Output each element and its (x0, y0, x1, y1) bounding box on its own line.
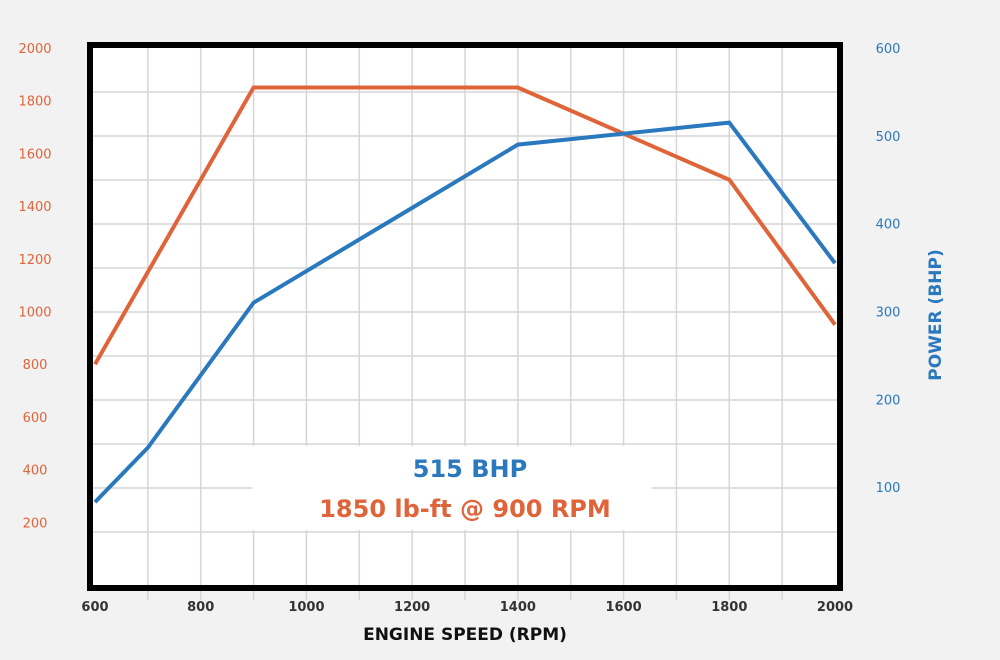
right-y-tick-label: 500 (876, 130, 901, 145)
left-y-tick-label: 1400 (18, 200, 51, 215)
x-tick-label: 1000 (288, 600, 324, 615)
x-tick-label: 2000 (817, 600, 853, 615)
x-tick-label: 1600 (605, 600, 641, 615)
right-y-tick-label: 100 (876, 481, 901, 496)
annotation-torque: 1850 lb-ft @ 900 RPM (319, 495, 611, 523)
left-y-tick-label: 2000 (18, 42, 51, 57)
annotation-box (252, 446, 652, 530)
left-y-tick-label: 1600 (18, 147, 51, 162)
left-y-tick-label: 200 (23, 516, 48, 531)
x-tick-label: 800 (187, 600, 214, 615)
left-y-tick-label: 800 (23, 358, 48, 373)
annotation-power: 515 BHP (413, 455, 527, 483)
right-axis-label: POWER (BHP) (926, 249, 946, 380)
x-tick-label: 1400 (500, 600, 536, 615)
right-y-tick-label: 300 (876, 306, 901, 321)
x-tick-label: 1800 (711, 600, 747, 615)
torque-line (93, 85, 837, 366)
right-y-tick-label: 400 (876, 218, 901, 233)
left-y-tick-label: 600 (23, 411, 48, 426)
left-y-tick-label: 1000 (18, 306, 51, 321)
right-y-tick-label: 200 (876, 393, 901, 408)
left-y-tick-label: 400 (23, 464, 48, 479)
x-tick-label: 1200 (394, 600, 430, 615)
x-tick-label: 600 (81, 600, 108, 615)
left-y-tick-label: 1800 (18, 95, 51, 110)
power-line (93, 120, 837, 504)
right-y-tick-label: 600 (876, 42, 901, 57)
plot-border (87, 42, 843, 591)
left-y-tick-label: 1200 (18, 253, 51, 268)
x-axis-label: ENGINE SPEED (RPM) (363, 625, 567, 645)
